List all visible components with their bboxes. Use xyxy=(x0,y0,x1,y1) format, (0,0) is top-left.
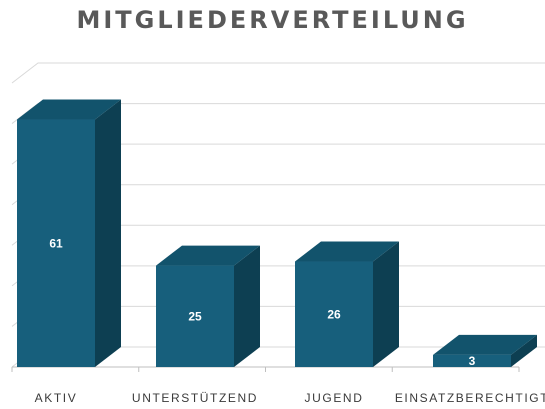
bar-front xyxy=(17,119,95,367)
bar-front xyxy=(433,354,511,367)
data-label-aktiv: 61 xyxy=(49,236,63,250)
chart-title: MITGLIEDERVERTEILUNG xyxy=(76,6,469,34)
bar-top xyxy=(17,99,121,120)
data-label-einsatzberechtigt: 3 xyxy=(469,354,476,368)
category-label-jugend: JUGEND xyxy=(305,391,364,405)
data-label-jugend: 26 xyxy=(327,307,341,321)
bars: 61 25 26 3 xyxy=(17,99,537,368)
bar-front xyxy=(156,265,234,367)
bar-top xyxy=(295,241,399,262)
data-label-unterstutzend: 25 xyxy=(188,309,202,323)
bar-side xyxy=(234,245,260,367)
category-label-aktiv: AKTIV xyxy=(35,391,78,405)
bar-aktiv: 61 xyxy=(17,99,121,367)
bar-top xyxy=(156,245,260,266)
bar-unterstutzend: 25 xyxy=(156,245,260,367)
bar-jugend: 26 xyxy=(295,241,399,367)
bar-einsatzberechtigt: 3 xyxy=(433,334,537,368)
category-labels: AKTIV UNTERSTÜTZEND JUGEND EINSATZBERECHTIG… xyxy=(35,391,545,405)
bar-top xyxy=(433,334,537,355)
grid-line xyxy=(11,62,545,84)
bar-side xyxy=(95,99,121,367)
category-label-unterstutzend: UNTERSTÜTZEND xyxy=(132,391,258,405)
bar-side xyxy=(373,241,399,367)
category-label-einsatzberechtigt: EINSATZBERECHTIGT xyxy=(395,391,545,405)
bar-front xyxy=(295,261,373,367)
bar-side xyxy=(511,334,537,367)
